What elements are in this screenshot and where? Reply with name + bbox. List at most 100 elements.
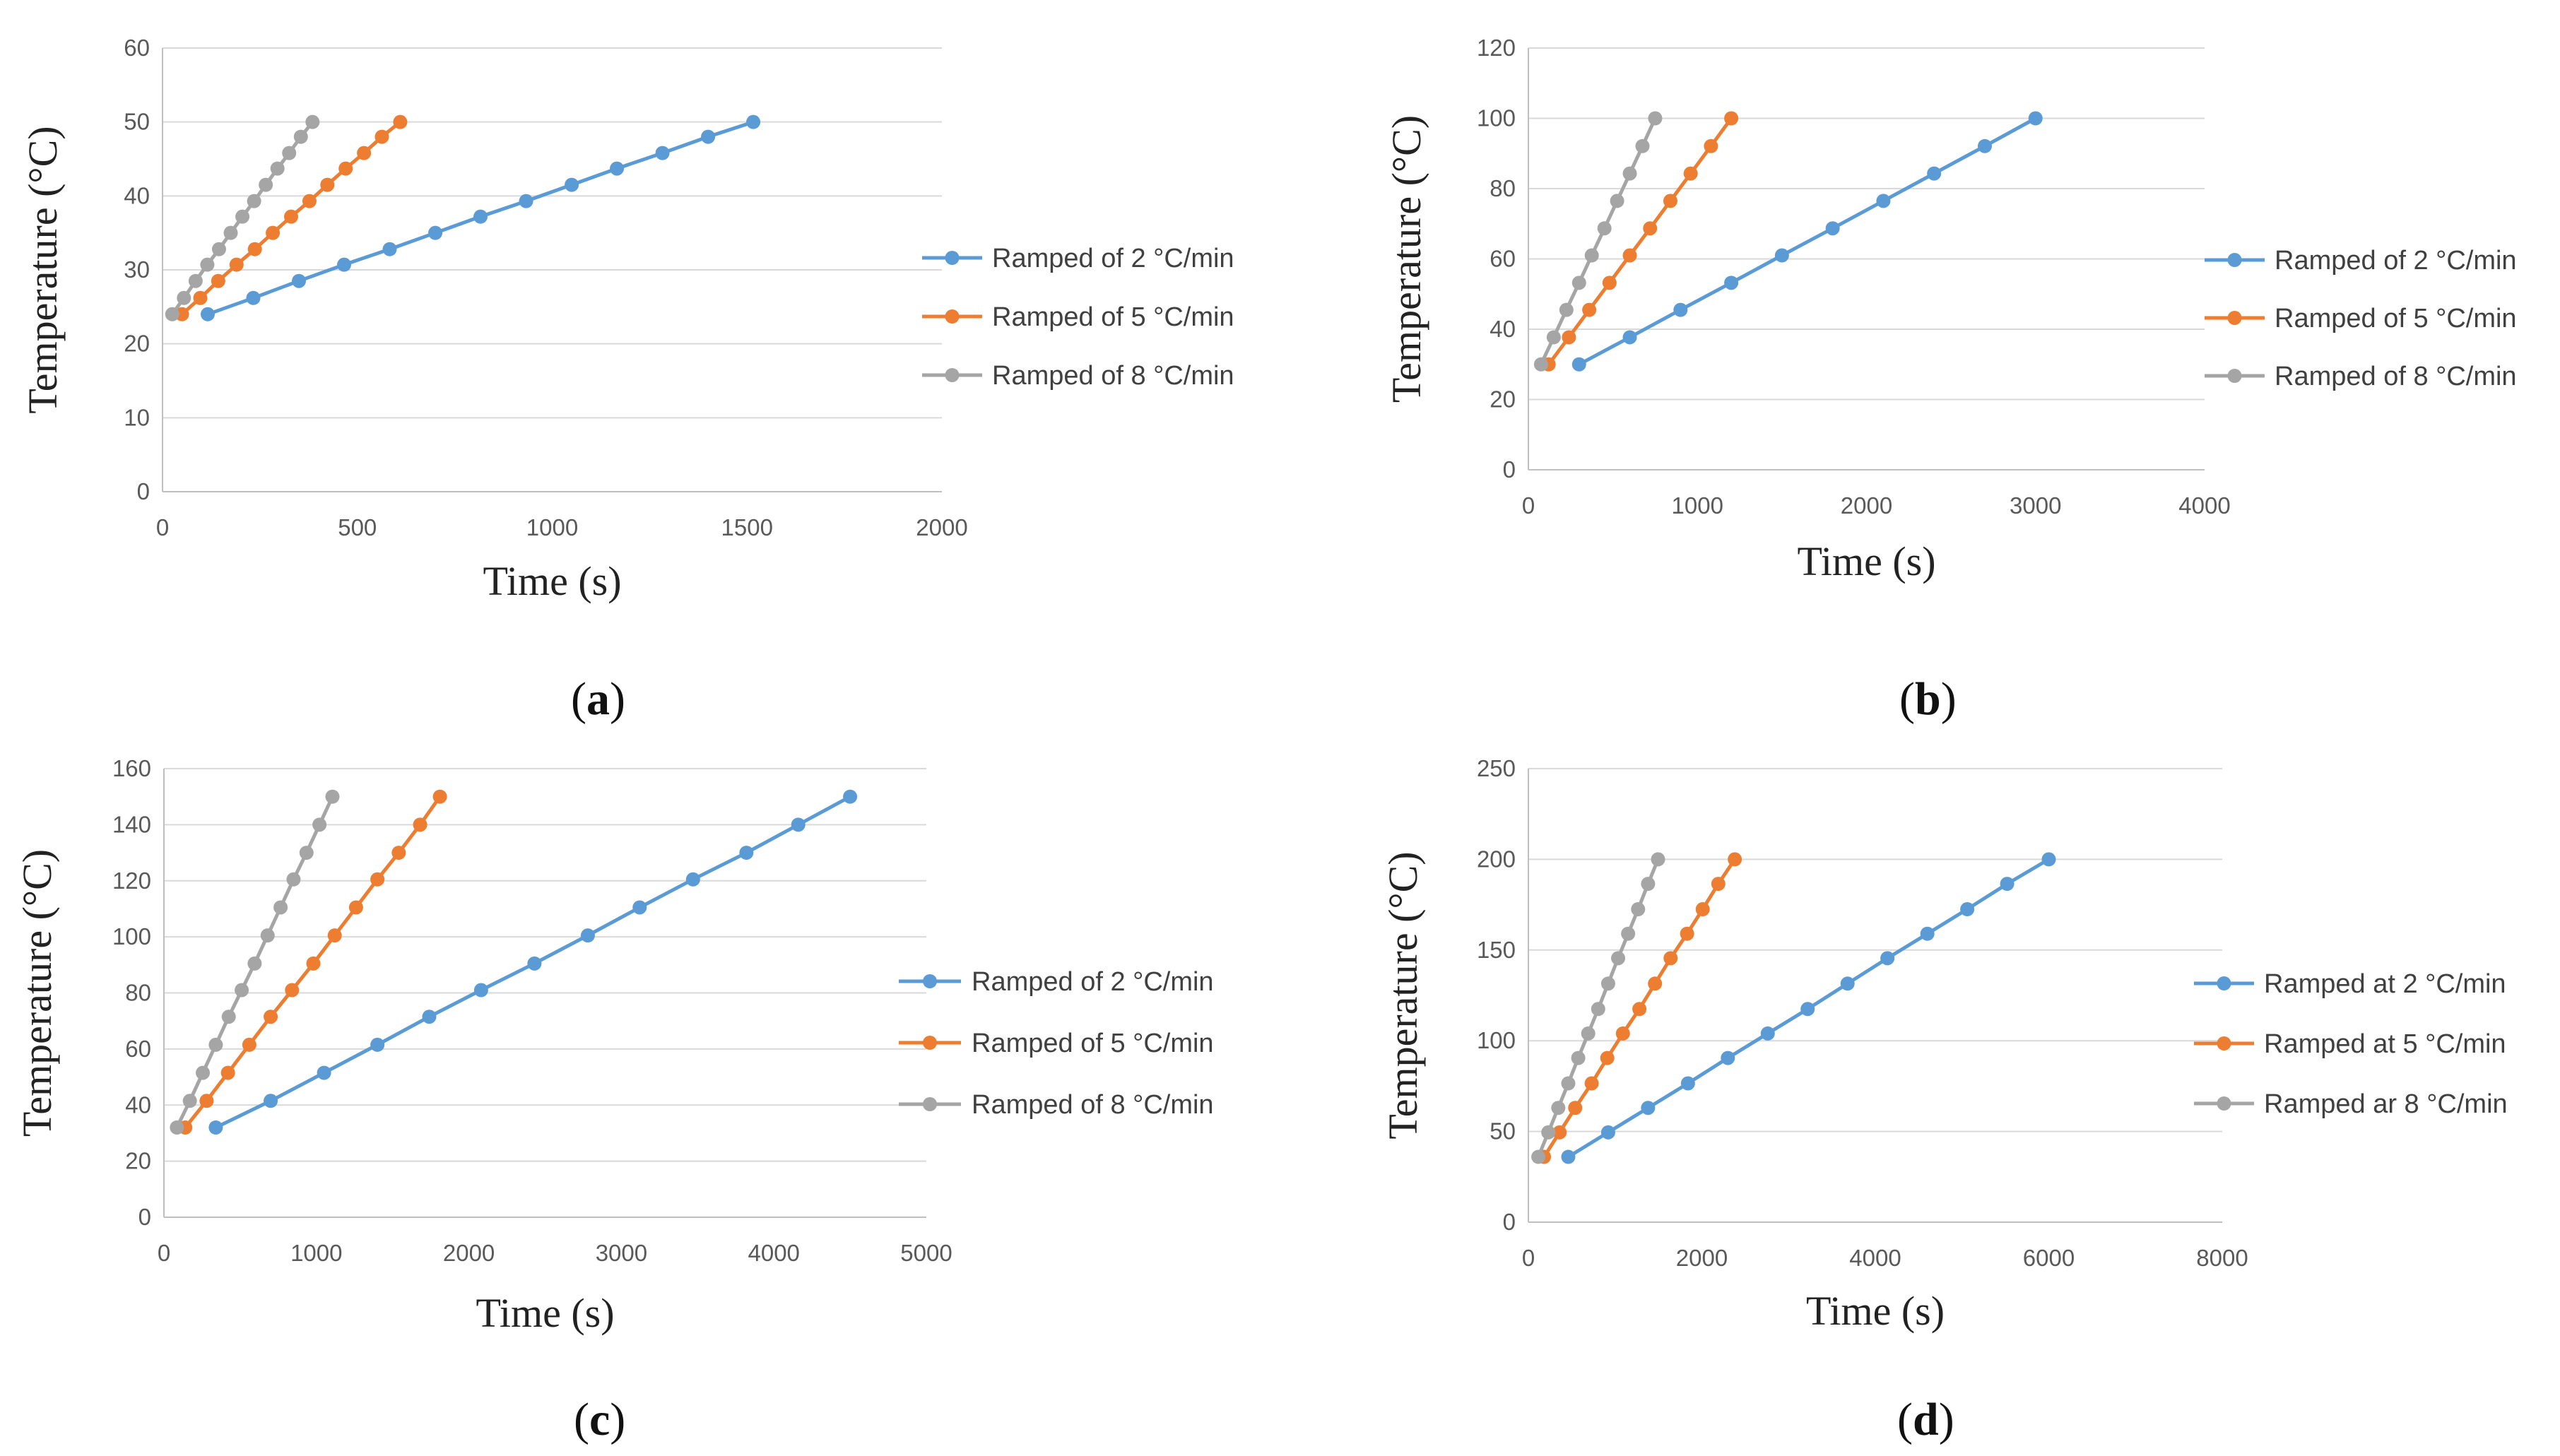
data-point <box>1597 221 1612 236</box>
y-tick-label: 120 <box>112 868 151 894</box>
legend-marker <box>945 251 960 265</box>
data-point <box>1663 194 1677 208</box>
data-point <box>1641 877 1656 892</box>
legend-marker <box>2227 369 2242 383</box>
data-point <box>428 225 443 240</box>
y-tick-label: 20 <box>125 1148 151 1174</box>
data-point <box>1600 976 1615 991</box>
y-tick-label: 20 <box>1490 386 1516 413</box>
data-point <box>1876 194 1891 208</box>
data-point <box>632 900 647 915</box>
data-point <box>1622 330 1637 345</box>
x-tick-label: 0 <box>156 514 169 540</box>
data-point <box>1622 166 1637 181</box>
y-tick-label: 80 <box>125 980 151 1006</box>
data-point <box>1724 111 1739 126</box>
legend-label: Ramped of 2 °C/min <box>2275 246 2517 276</box>
data-point <box>1960 902 1975 917</box>
data-point <box>327 928 342 943</box>
data-point <box>739 846 754 860</box>
legend-label: Ramped ar 8 °C/min <box>2264 1089 2508 1119</box>
data-point <box>260 928 275 943</box>
legend-label: Ramped of 2 °C/min <box>992 244 1234 273</box>
data-point <box>182 1094 197 1108</box>
data-point <box>1800 1002 1815 1017</box>
data-point <box>1568 1101 1583 1115</box>
x-tick-label: 500 <box>338 514 377 540</box>
y-tick-label: 50 <box>1490 1118 1516 1144</box>
panel-label: (a) <box>571 673 625 725</box>
data-point <box>1531 1149 1546 1164</box>
data-point <box>1561 1076 1576 1091</box>
data-point <box>473 209 488 224</box>
data-point <box>348 900 363 915</box>
data-point <box>211 273 225 288</box>
data-point <box>1602 276 1617 290</box>
x-tick-label: 1000 <box>1672 492 1723 519</box>
y-axis-title: Temperature (°C) <box>1380 851 1426 1139</box>
y-tick-label: 40 <box>124 182 150 208</box>
data-point <box>247 242 262 256</box>
x-tick-label: 2000 <box>1676 1245 1728 1271</box>
data-point <box>1631 902 1646 917</box>
data-point <box>1880 951 1895 966</box>
legend-marker <box>2227 253 2242 267</box>
data-point <box>220 1065 235 1080</box>
series-1 <box>1571 111 2043 372</box>
x-axis-title: Time (s) <box>483 558 621 604</box>
data-point <box>1552 1125 1567 1140</box>
data-point <box>1724 276 1739 290</box>
data-point <box>293 129 308 144</box>
series-1 <box>1561 852 2056 1164</box>
data-point <box>685 872 700 887</box>
legend-label: Ramped of 8 °C/min <box>2275 362 2517 391</box>
data-point <box>266 225 281 240</box>
y-tick-label: 140 <box>112 811 151 837</box>
data-point <box>1600 1125 1615 1140</box>
legend-marker <box>923 974 937 988</box>
x-tick-label: 6000 <box>2023 1245 2075 1271</box>
data-point <box>336 257 351 272</box>
data-point <box>177 290 191 305</box>
y-tick-label: 60 <box>124 35 150 61</box>
x-axis-title: Time (s) <box>476 1290 614 1336</box>
legend-label: Ramped of 5 °C/min <box>972 1029 1214 1058</box>
data-point <box>1774 248 1789 263</box>
legend-marker <box>923 1036 937 1050</box>
data-point <box>1546 330 1561 345</box>
data-point <box>283 209 298 224</box>
y-tick-label: 250 <box>1477 755 1516 781</box>
data-point <box>305 114 320 129</box>
y-tick-label: 10 <box>124 404 150 430</box>
data-point <box>746 114 761 129</box>
data-point <box>1695 902 1710 917</box>
y-tick-label: 50 <box>124 109 150 135</box>
data-point <box>196 1065 211 1080</box>
data-point <box>391 846 406 860</box>
data-point <box>200 307 215 321</box>
x-tick-label: 0 <box>158 1240 170 1266</box>
legend-marker <box>945 309 960 324</box>
data-point <box>302 194 317 208</box>
series-2 <box>178 789 447 1135</box>
data-point <box>1977 138 1992 153</box>
y-tick-label: 0 <box>137 478 150 504</box>
data-point <box>1571 1050 1586 1065</box>
data-point <box>1651 852 1665 867</box>
data-point <box>170 1120 184 1135</box>
legend-label: Ramped of 8 °C/min <box>972 1090 1214 1120</box>
y-tick-label: 20 <box>124 331 150 357</box>
x-tick-label: 2000 <box>1841 492 1892 519</box>
y-tick-label: 100 <box>1477 105 1516 131</box>
data-point <box>422 1010 437 1024</box>
legend-label: Ramped at 5 °C/min <box>2264 1029 2506 1059</box>
data-point <box>1621 926 1636 941</box>
legend-marker <box>2217 1096 2231 1111</box>
data-point <box>565 177 579 192</box>
data-point <box>286 872 301 887</box>
